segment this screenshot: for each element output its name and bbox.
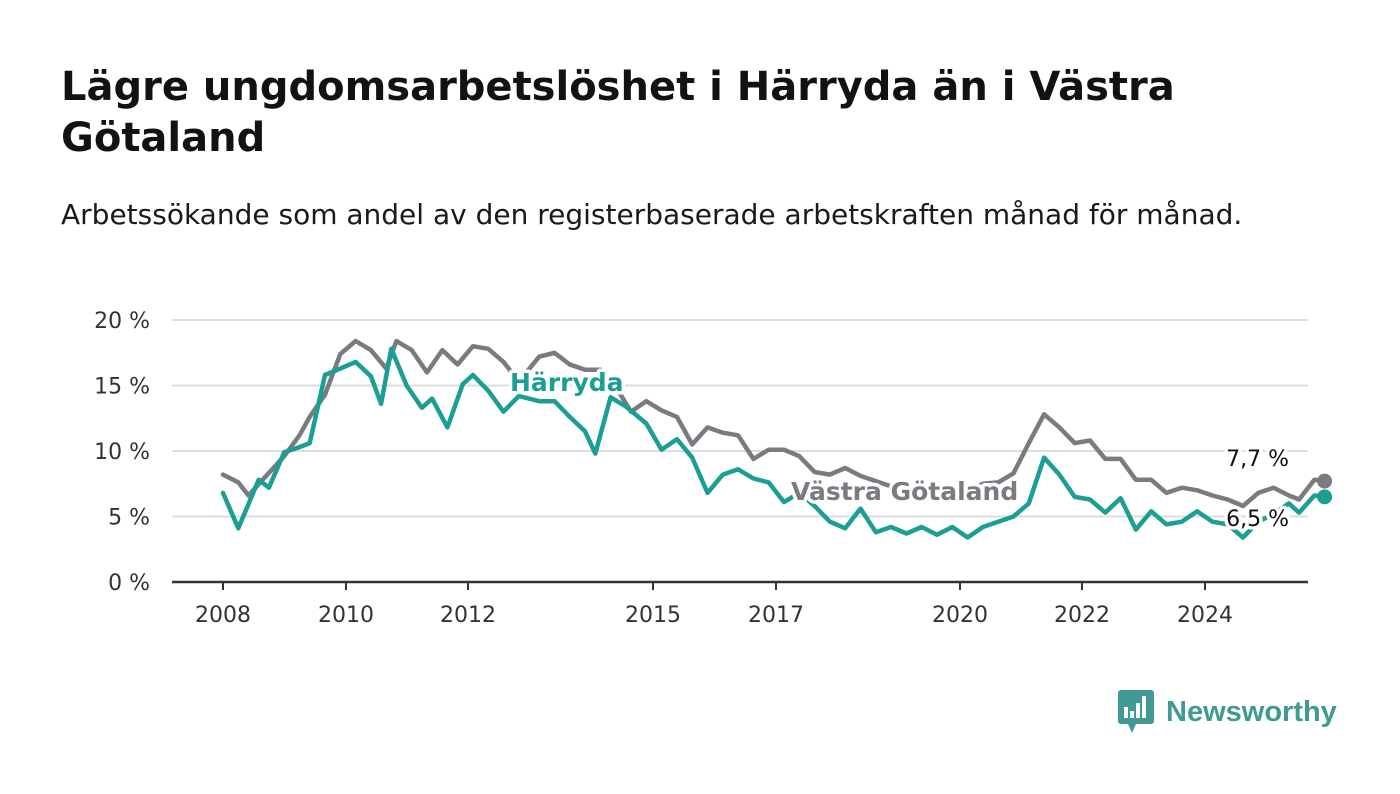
y-tick-label: 15 % (94, 375, 150, 400)
series-end-point (1317, 489, 1333, 505)
chart-subtitle: Arbetssökande som andel av den registerb… (61, 198, 1243, 231)
x-axis-labels: 2008 2010 2012 2015 2017 2020 2022 2024 (195, 582, 1233, 628)
series-line-harryda (220, 346, 1327, 540)
series-line-vastra-gotaland (220, 338, 1327, 509)
y-tick-label: 20 % (94, 309, 150, 334)
newsworthy-logo: Newsworthy (1118, 690, 1337, 734)
line-chart: 0 %5 %10 %15 %20 % 2008 2010 2012 2015 2017 2… (94, 309, 1333, 628)
chart-title: Lägre ungdomsarbetslöshet i Härryda än i… (61, 64, 1175, 161)
x-tick-label: 2020 (932, 603, 988, 628)
x-tick-label: 2024 (1177, 603, 1233, 628)
y-tick-label: 10 % (94, 440, 150, 465)
x-tick-label: 2017 (748, 603, 804, 628)
x-tick-label: 2008 (195, 603, 251, 628)
end-value-label-harryda: 6,5 % (1226, 507, 1289, 532)
x-tick-label: 2012 (440, 603, 496, 628)
y-tick-label: 0 % (108, 571, 150, 596)
x-tick-label: 2015 (625, 603, 681, 628)
end-value-label-vastra-gotaland-halo: 7,7 % (1226, 447, 1289, 472)
series-label-vastra-gotaland-halo: Västra Götaland (791, 477, 1018, 506)
y-tick-label: 5 % (108, 506, 150, 531)
end-value-label-harryda-halo: 6,5 % (1226, 507, 1289, 532)
y-axis-labels: 0 % 5 % 10 % 15 % 20 % (94, 309, 150, 596)
grid-lines (172, 319, 1308, 584)
x-tick-label: 2022 (1054, 603, 1110, 628)
series-lines (220, 338, 1333, 540)
brand-name: Newsworthy (1166, 695, 1337, 728)
x-tick-label: 2010 (318, 603, 374, 628)
series-label-harryda: Härryda (510, 368, 624, 397)
bar-chart-logo-icon (1118, 690, 1154, 733)
series-end-point (1317, 473, 1333, 489)
end-value-label-vastra-gotaland: 7,7 % (1226, 447, 1289, 472)
series-label-vastra-gotaland: Västra Götaland (791, 477, 1018, 506)
series-label-harryda-halo: Härryda (510, 368, 624, 397)
